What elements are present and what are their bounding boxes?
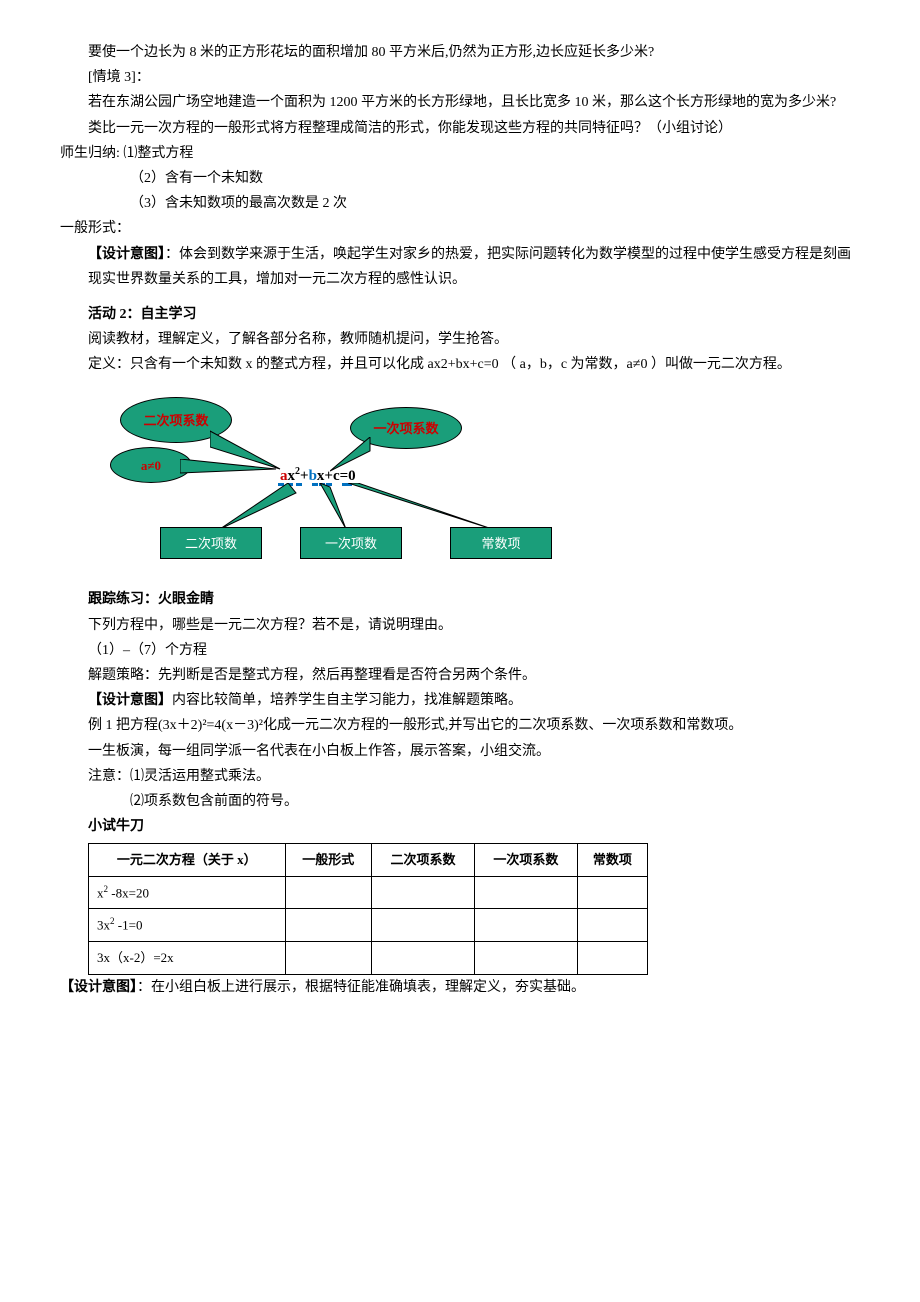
table-header: 一次项系数 xyxy=(474,844,577,876)
callout-icon xyxy=(348,483,498,533)
table-row: 3x（x-2）=2x xyxy=(89,942,648,974)
summary-line: 师生归纳: ⑴整式方程 xyxy=(60,141,860,166)
paragraph: 下列方程中，哪些是一元二次方程？若不是，请说明理由。 xyxy=(88,613,860,638)
callout-icon xyxy=(220,483,300,533)
note-line: ⑵项系数包含前面的符号。 xyxy=(130,789,860,814)
design-intent-text: 内容比较简单，培养学生自主学习能力，找准解题策略。 xyxy=(172,693,522,708)
table-cell xyxy=(474,909,577,942)
table-cell xyxy=(577,942,647,974)
scenario-label: [情境 3]： xyxy=(60,65,860,90)
note-line: 注意：⑴灵活运用整式乘法。 xyxy=(88,764,860,789)
table-cell xyxy=(285,909,372,942)
table-row: x2 -8x=20 xyxy=(89,876,648,909)
activity-title: 活动 2：自主学习 xyxy=(60,302,860,327)
design-intent-label: 【设计意图】 xyxy=(88,693,172,708)
table-header: 一元二次方程（关于 x） xyxy=(89,844,286,876)
table-cell xyxy=(372,876,475,909)
table-cell xyxy=(577,876,647,909)
table-header-row: 一元二次方程（关于 x） 一般形式 二次项系数 一次项系数 常数项 xyxy=(89,844,648,876)
table-cell xyxy=(577,909,647,942)
paragraph: 一生板演，每一组同学派一名代表在小白板上作答，展示答案，小组交流。 xyxy=(88,739,860,764)
table-cell xyxy=(474,876,577,909)
paragraph: 类比一元一次方程的一般形式将方程整理成简洁的形式，你能发现这些方程的共同特征吗？… xyxy=(60,116,860,141)
table-header: 一般形式 xyxy=(285,844,372,876)
box-quad-term: 二次项数 xyxy=(160,527,262,559)
equation-table: 一元二次方程（关于 x） 一般形式 二次项系数 一次项系数 常数项 x2 -8x… xyxy=(88,843,648,974)
paragraph: （1）–（7）个方程 xyxy=(88,638,860,663)
table-header: 常数项 xyxy=(577,844,647,876)
example-text: 例 1 把方程(3x＋2)²=4(x－3)²化成一元二次方程的一般形式,并写出它… xyxy=(88,713,860,738)
table-cell: 3x（x-2）=2x xyxy=(89,942,286,974)
table-cell xyxy=(372,909,475,942)
design-intent-text: ：体会到数学来源于生活，唤起学生对家乡的热爱，把实际问题转化为数学模型的过程中使… xyxy=(88,247,851,287)
design-intent-text: ：在小组白板上进行展示，根据特征能准确填表，理解定义，夯实基础。 xyxy=(137,980,585,995)
box-linear-term: 一次项数 xyxy=(300,527,402,559)
definition: 定义：只含有一个未知数 x 的整式方程，并且可以化成 ax2+bx+c=0 （ … xyxy=(60,352,860,377)
callout-icon xyxy=(180,459,280,479)
table-cell xyxy=(285,876,372,909)
table-cell: 3x2 -1=0 xyxy=(89,909,286,942)
box-constant-term: 常数项 xyxy=(450,527,552,559)
design-intent-label: 【设计意图】 xyxy=(60,980,137,995)
paragraph: 若在东湖公园广场空地建造一个面积为 1200 平方米的长方形绿地，且长比宽多 1… xyxy=(60,90,860,115)
design-intent-label: 【设计意图】 xyxy=(88,247,165,262)
try-title: 小试牛刀 xyxy=(88,814,860,839)
table-cell: x2 -8x=20 xyxy=(89,876,286,909)
practice-title: 跟踪练习：火眼金睛 xyxy=(88,587,860,612)
table-header: 二次项系数 xyxy=(372,844,475,876)
table-cell xyxy=(285,942,372,974)
summary-line: （2）含有一个未知数 xyxy=(60,166,860,191)
design-intent: 【设计意图】：体会到数学来源于生活，唤起学生对家乡的热爱，把实际问题转化为数学模… xyxy=(88,242,860,292)
general-form-label: 一般形式： xyxy=(60,216,860,241)
table-cell xyxy=(372,942,475,974)
table-row: 3x2 -1=0 xyxy=(89,909,648,942)
paragraph: 要使一个边长为 8 米的正方形花坛的面积增加 80 平方米后,仍然为正方形,边长… xyxy=(60,40,860,65)
paragraph: 解题策略：先判断是否是整式方程，然后再整理看是否符合另两个条件。 xyxy=(88,663,860,688)
summary-line: （3）含未知数项的最高次数是 2 次 xyxy=(60,191,860,216)
table-cell xyxy=(474,942,577,974)
design-intent: 【设计意图】内容比较简单，培养学生自主学习能力，找准解题策略。 xyxy=(88,688,860,713)
paragraph: 阅读教材，理解定义，了解各部分名称，教师随机提问，学生抢答。 xyxy=(60,327,860,352)
equation-diagram: 二次项系数 一次项系数 a≠0 ax2+bx+c=0 二次项数 一次项数 常数项 xyxy=(100,397,620,567)
design-intent: 【设计意图】：在小组白板上进行展示，根据特征能准确填表，理解定义，夯实基础。 xyxy=(60,975,860,1000)
